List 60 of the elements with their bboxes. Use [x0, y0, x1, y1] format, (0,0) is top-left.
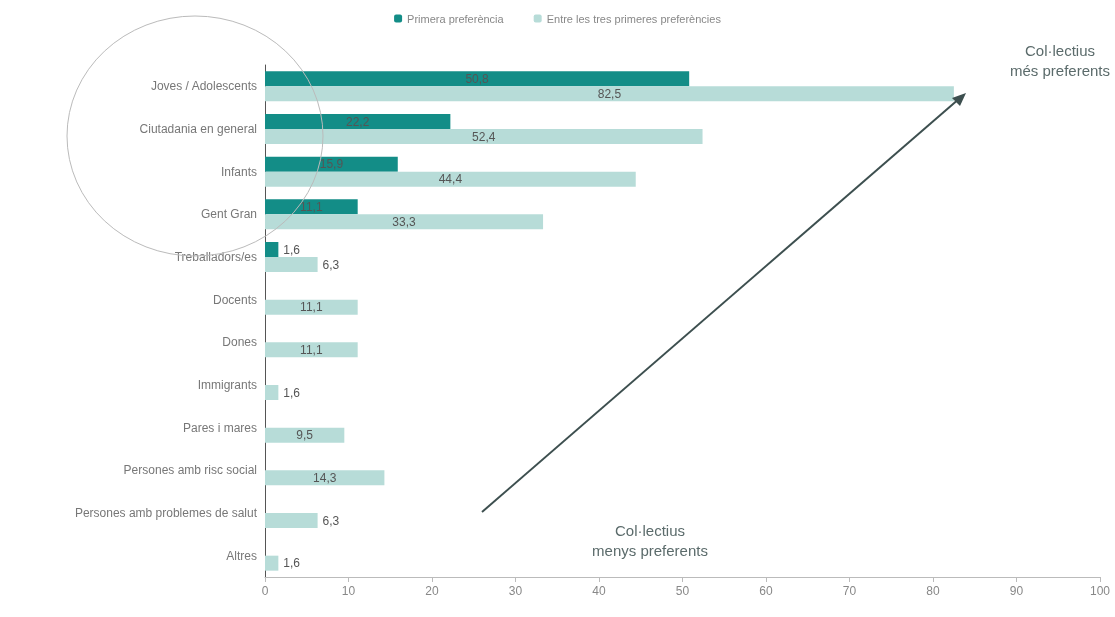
- bar: [265, 342, 358, 358]
- data-label: 44,4: [438, 172, 463, 187]
- bar: [265, 71, 690, 87]
- data-label: 1,6: [283, 242, 301, 257]
- x-tick-label: 50: [675, 584, 690, 598]
- annotation: Col·lectius més preferents: [1009, 41, 1111, 79]
- y-tick-label: Joves / Adolescents: [150, 79, 257, 94]
- data-label: 14,3: [313, 470, 337, 485]
- data-label: 82,5: [597, 86, 622, 101]
- data-label: 50,8: [465, 71, 490, 86]
- y-tick-label: Ciutadania en general: [139, 122, 257, 136]
- legend-label: Entre les tres primeres preferències: [546, 12, 722, 25]
- data-label: 9,5: [296, 428, 314, 443]
- y-tick-label: Persones amb problemes de salut: [74, 506, 258, 520]
- y-tick-label: Docents: [212, 292, 257, 307]
- bar: [265, 214, 544, 230]
- data-label: 22,2: [346, 114, 370, 129]
- x-tick-label: 80: [926, 584, 940, 598]
- x-tick-label: 100: [1089, 584, 1111, 598]
- data-label: 52,4: [472, 129, 496, 144]
- data-label: 33,3: [392, 214, 417, 229]
- y-tick-label: Infants: [220, 164, 257, 179]
- bar: [265, 129, 703, 144]
- x-tick-label: 40: [592, 584, 606, 598]
- data-label: 11,1: [300, 342, 323, 357]
- x-tick-label: 90: [1009, 584, 1024, 598]
- bar: [265, 513, 318, 528]
- data-label: 6,3: [322, 257, 340, 272]
- data-label: 15,9: [319, 157, 344, 172]
- y-tick-label: Gent Gran: [200, 207, 257, 222]
- annotation: Col·lectius menys preferents: [592, 521, 708, 559]
- data-label: 1,6: [283, 385, 301, 400]
- x-tick-label: 30: [508, 584, 523, 598]
- bar: [265, 171, 636, 187]
- y-tick-label: Persones amb risc social: [123, 463, 257, 478]
- y-tick-label: Altres: [226, 548, 257, 563]
- y-tick-label: Immigrants: [197, 378, 257, 392]
- y-tick-label: Dones: [222, 335, 257, 350]
- y-tick-label: Pares i mares: [182, 420, 257, 435]
- bar: [265, 470, 385, 486]
- x-tick-label: 60: [759, 584, 773, 598]
- bar: [265, 114, 451, 129]
- bar: [265, 257, 318, 272]
- y-tick-label: Treballadors/es: [174, 250, 257, 264]
- x-tick-label: 10: [341, 584, 356, 598]
- x-tick-label: 70: [842, 584, 857, 598]
- bar: [265, 385, 279, 400]
- data-label: 1,6: [283, 556, 301, 571]
- x-tick-label: 20: [425, 584, 439, 598]
- bar: [265, 299, 358, 315]
- bar: [265, 555, 279, 571]
- data-label: 11,1: [300, 199, 323, 214]
- legend-label: Primera preferència: [407, 12, 505, 25]
- bar: [265, 242, 279, 257]
- x-tick-label: 0: [261, 584, 269, 598]
- data-label: 11,1: [300, 300, 323, 315]
- data-label: 6,3: [322, 513, 340, 528]
- bar: [265, 199, 358, 215]
- bar: [265, 427, 345, 443]
- bar: [265, 156, 398, 172]
